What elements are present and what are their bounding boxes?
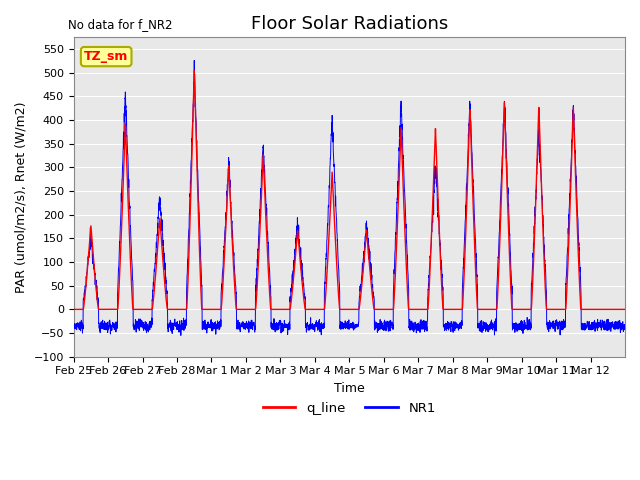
- Y-axis label: PAR (umol/m2/s), Rnet (W/m2): PAR (umol/m2/s), Rnet (W/m2): [15, 101, 28, 293]
- Text: No data for f_NR2: No data for f_NR2: [68, 18, 173, 31]
- X-axis label: Time: Time: [334, 382, 365, 395]
- Title: Floor Solar Radiations: Floor Solar Radiations: [251, 15, 448, 33]
- Text: TZ_sm: TZ_sm: [84, 50, 129, 63]
- Legend: q_line, NR1: q_line, NR1: [257, 397, 442, 420]
